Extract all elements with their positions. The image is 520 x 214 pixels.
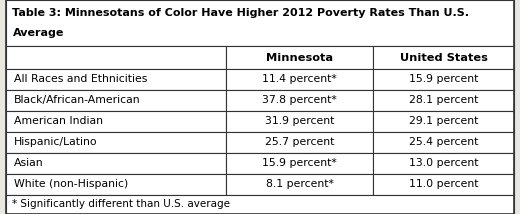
Bar [6, 111, 226, 132]
Text: 15.9 percent*: 15.9 percent* [263, 158, 337, 168]
Text: Black/African-American: Black/African-American [14, 95, 141, 105]
Bar [373, 174, 514, 195]
Bar [6, 195, 514, 214]
Text: 25.7 percent: 25.7 percent [265, 137, 334, 147]
Text: 28.1 percent: 28.1 percent [409, 95, 478, 105]
Text: Hispanic/Latino: Hispanic/Latino [14, 137, 98, 147]
Text: White (non-Hispanic): White (non-Hispanic) [14, 179, 128, 189]
Text: 15.9 percent: 15.9 percent [409, 74, 478, 84]
Text: American Indian: American Indian [14, 116, 103, 126]
Text: 25.4 percent: 25.4 percent [409, 137, 478, 147]
Text: Table 3: Minnesotans of Color Have Higher 2012 Poverty Rates Than U.S.: Table 3: Minnesotans of Color Have Highe… [12, 8, 470, 18]
Bar [6, 69, 226, 90]
Bar [6, 174, 226, 195]
Text: All Races and Ethnicities: All Races and Ethnicities [14, 74, 147, 84]
Bar [373, 153, 514, 174]
Text: 11.0 percent: 11.0 percent [409, 179, 478, 189]
Bar [226, 46, 373, 69]
Bar [373, 69, 514, 90]
Bar [373, 90, 514, 111]
Text: 31.9 percent: 31.9 percent [265, 116, 334, 126]
Text: * Significantly different than U.S. average: * Significantly different than U.S. aver… [12, 199, 230, 210]
Text: Minnesota: Minnesota [266, 53, 333, 62]
Bar [373, 46, 514, 69]
Bar [226, 153, 373, 174]
Bar [6, 90, 226, 111]
Bar [6, 153, 226, 174]
Bar [226, 69, 373, 90]
Text: Asian: Asian [14, 158, 44, 168]
Bar [373, 132, 514, 153]
Bar [6, 132, 226, 153]
Bar [226, 132, 373, 153]
Bar [6, 0, 514, 46]
Bar [226, 174, 373, 195]
Text: 29.1 percent: 29.1 percent [409, 116, 478, 126]
Text: 11.4 percent*: 11.4 percent* [263, 74, 337, 84]
Text: Average: Average [12, 28, 64, 38]
Text: United States: United States [400, 53, 487, 62]
Bar [226, 90, 373, 111]
Text: 37.8 percent*: 37.8 percent* [263, 95, 337, 105]
Text: 8.1 percent*: 8.1 percent* [266, 179, 334, 189]
Text: 13.0 percent: 13.0 percent [409, 158, 478, 168]
Bar [6, 46, 226, 69]
Bar [226, 111, 373, 132]
Bar [373, 111, 514, 132]
